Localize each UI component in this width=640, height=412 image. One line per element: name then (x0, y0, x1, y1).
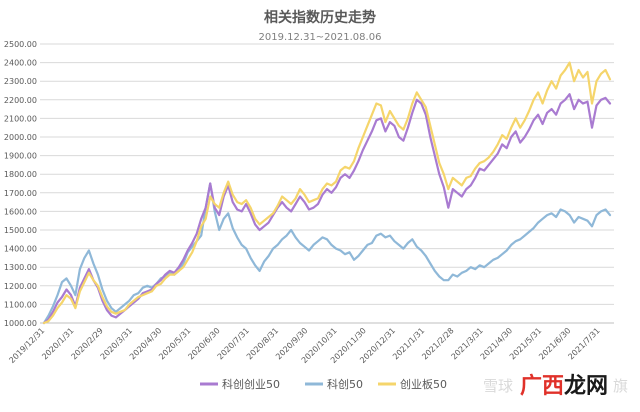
gridlines (40, 43, 614, 324)
series-line-2 (42, 182, 612, 325)
watermark-site-part-1: 广西 (520, 373, 564, 399)
y-tick-label: 2400.00 (4, 59, 37, 68)
y-tick-label: 1300.00 (4, 263, 37, 272)
x-tick-label: 2021/7/31 (566, 326, 601, 361)
legend-item: 创业板50 (378, 377, 447, 391)
y-tick-label: 2300.00 (4, 77, 37, 86)
y-tick-label: 1100.00 (4, 300, 37, 309)
legend: 科创创业50 科创50 创业板50 (200, 377, 447, 391)
legend-item: 科创50 (305, 377, 363, 391)
x-axis-tick-labels: 2019/12/312020/1/312020/2/292020/3/31202… (7, 326, 601, 365)
y-tick-label: 1500.00 (4, 226, 37, 235)
series-lines (42, 61, 612, 325)
watermark-site-part-2: 龙网 (564, 374, 608, 399)
y-tick-label: 1700.00 (4, 189, 37, 198)
y-tick-label: 2200.00 (4, 96, 37, 105)
y-tick-label: 1600.00 (4, 207, 37, 216)
y-tick-label: 2100.00 (4, 114, 37, 123)
legend-item: 科创创业50 (200, 377, 280, 391)
y-tick-label: 1900.00 (4, 152, 37, 161)
y-tick-label: 1000.00 (4, 319, 37, 328)
legend-label: 创业板50 (400, 377, 447, 391)
watermark-suffix: 旗 (613, 377, 628, 395)
y-tick-label: 1800.00 (4, 170, 37, 179)
watermark: 雪球 广西 龙网 旗 (483, 373, 628, 399)
legend-label: 科创创业50 (222, 377, 280, 391)
series-line-1 (42, 93, 612, 325)
y-tick-label: 2500.00 (4, 40, 37, 49)
watermark-brand: 雪球 (483, 377, 513, 395)
y-tick-label: 1400.00 (4, 245, 37, 254)
y-axis-tick-labels: 1000.00 1100.00 1200.00 1300.00 1400.00 1500.… (4, 40, 37, 328)
chart-subtitle: 2019.12.31~2021.08.06 (259, 32, 382, 43)
x-tick-label: 2019/12/31 (7, 326, 46, 365)
series-line-3 (42, 61, 612, 325)
y-tick-label: 1200.00 (4, 282, 37, 291)
chart-title: 相关指数历史走势 (264, 9, 376, 26)
watermark-site: 广西 龙网 (520, 373, 608, 399)
legend-label: 科创50 (327, 377, 363, 391)
y-tick-label: 2000.00 (4, 133, 37, 142)
